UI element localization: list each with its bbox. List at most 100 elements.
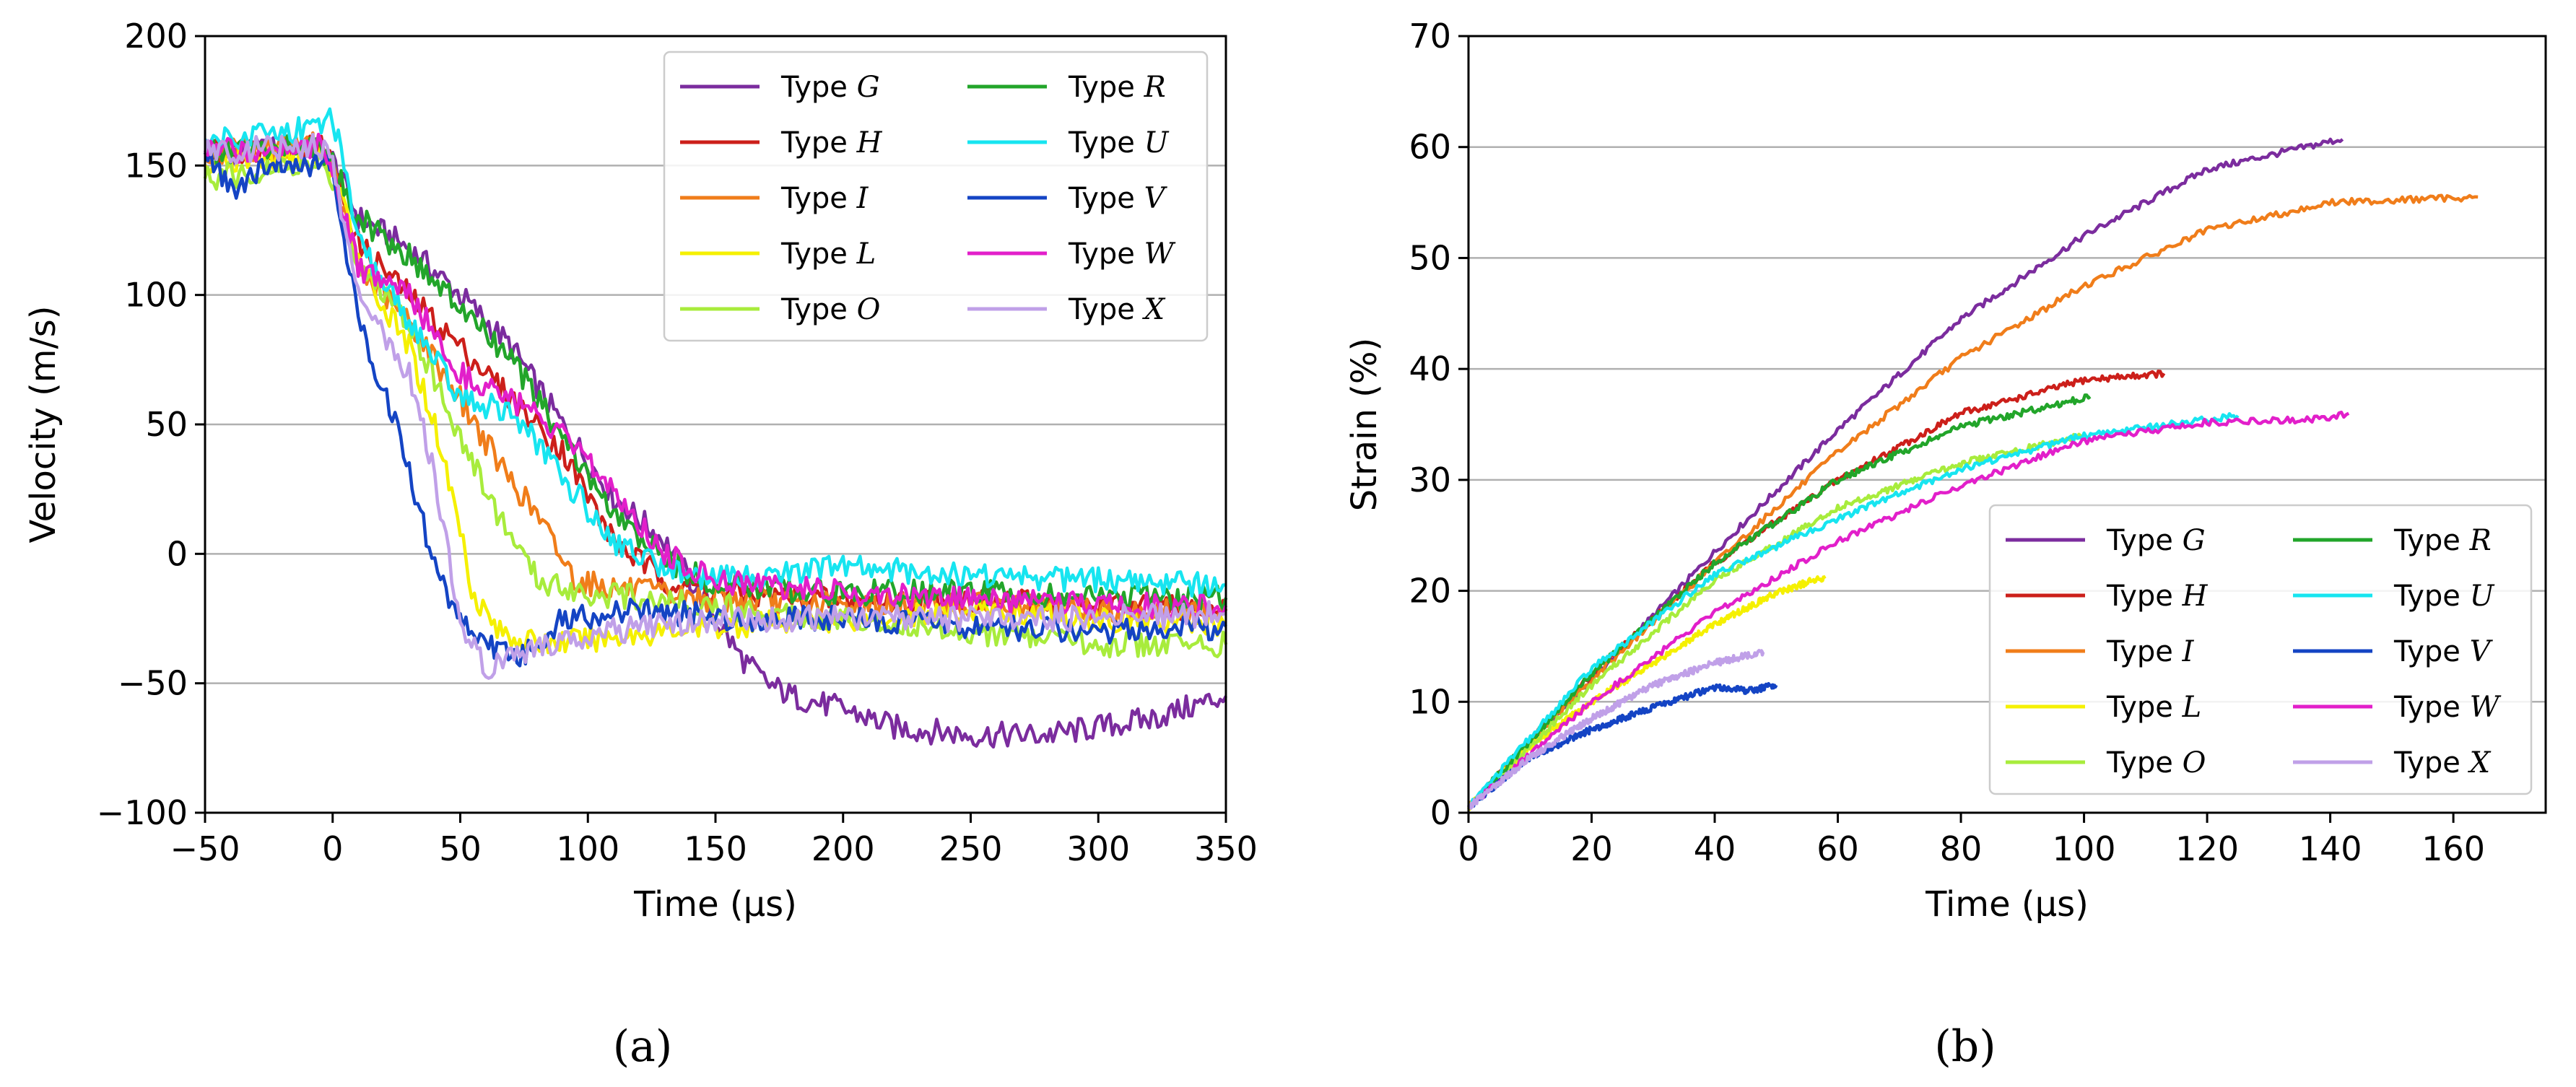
series-line-X: [1466, 649, 1765, 810]
x-tick-label: 100: [2053, 829, 2116, 868]
legend-entry-prefix: Type: [2393, 746, 2470, 780]
x-tick-label: 300: [1066, 829, 1130, 868]
y-tick-label: −100: [97, 793, 188, 832]
plot-frame: [1467, 35, 2547, 814]
legend-entry-R: Type R: [1068, 71, 1166, 104]
legend-entry-letter: R: [1144, 71, 1166, 104]
legend-entry-letter: G: [857, 71, 880, 104]
series-line-R: [1468, 393, 2092, 809]
x-tick-label: 100: [556, 829, 619, 868]
chart-panel-a: −50 0 50 100 150 200 250 300 350−100−50050100150…: [23, 17, 1258, 1072]
legend-entry-prefix: Type: [780, 71, 857, 104]
x-tick-label: 20: [1570, 829, 1613, 868]
x-axis-label: Time (μs): [633, 884, 797, 925]
legend-entry-prefix: Type: [780, 126, 857, 160]
legend-entry-I: Type I: [2106, 635, 2195, 668]
legend-entry-letter: I: [856, 182, 869, 215]
legend-entry-prefix: Type: [1068, 293, 1144, 326]
x-tick-label: 120: [2175, 829, 2239, 868]
x-tick-label: 150: [684, 829, 747, 868]
y-tick-label: 150: [124, 146, 188, 185]
legend-entry-prefix: Type: [2106, 580, 2183, 613]
legend-entry-letter: V: [1144, 182, 1168, 215]
x-axis-label: Time (μs): [1925, 884, 2089, 925]
legend-entry-prefix: Type: [2106, 691, 2183, 724]
series-line-L: [1466, 575, 1827, 811]
legend-entry-O: Type O: [780, 293, 880, 326]
x-tick-label: 160: [2421, 829, 2485, 868]
legend-entry-V: Type V: [1068, 182, 1168, 215]
legend-entry-O: Type O: [2106, 746, 2206, 780]
y-tick-label: 60: [1409, 128, 1451, 167]
y-tick-label: 20: [1409, 572, 1451, 611]
legend-box: [663, 51, 1209, 342]
legend-entry-prefix: Type: [2393, 635, 2470, 668]
legend-entry-prefix: Type: [2393, 691, 2470, 724]
panel-label: (a): [613, 1021, 673, 1072]
legend-entry-prefix: Type: [2106, 746, 2183, 780]
series-line-O: [203, 155, 1228, 659]
y-axis-label: Velocity (m/s): [23, 306, 64, 544]
legend-entry-letter: O: [857, 293, 881, 326]
legend-entry-X: Type X: [2393, 746, 2492, 780]
legend-entry-G: Type G: [2106, 524, 2206, 557]
x-tick-label: 200: [811, 829, 875, 868]
x-tick-label: 0: [1458, 829, 1479, 868]
legend-entry-prefix: Type: [2106, 635, 2183, 668]
x-tick-label: −50: [170, 829, 240, 868]
legend-entry-letter: U: [2470, 580, 2495, 613]
series-line-I: [1466, 193, 2479, 808]
legend-entry-prefix: Type: [2393, 524, 2470, 557]
legend-entry-L: Type L: [2106, 691, 2201, 724]
y-tick-label: −50: [118, 664, 188, 703]
legend-entry-prefix: Type: [780, 293, 857, 326]
x-tick-label: 60: [1816, 829, 1859, 868]
x-tick-label: 250: [939, 829, 1003, 868]
legend-entry-prefix: Type: [1068, 182, 1144, 215]
legend-entry-letter: W: [2470, 691, 2502, 724]
legend-entry-H: Type H: [2106, 580, 2209, 613]
y-tick-label: 50: [145, 405, 188, 444]
x-tick-label: 350: [1194, 829, 1258, 868]
legend-entry-prefix: Type: [1068, 71, 1144, 104]
y-tick-label: 10: [1409, 682, 1451, 721]
legend-entry-prefix: Type: [1068, 126, 1144, 160]
legend-entry-U: Type U: [1068, 126, 1170, 160]
x-tick-label: 40: [1694, 829, 1736, 868]
y-tick-label: 0: [1430, 793, 1451, 832]
y-tick-label: 40: [1409, 349, 1451, 388]
legend-entry-prefix: Type: [1068, 237, 1144, 271]
legend-entry-letter: L: [2182, 691, 2202, 724]
chart-panel-b: 0 20 40 60 80 100 120 140 160 0 10 20 30 40 50 60 70 Time…: [1344, 17, 2547, 1072]
legend-entry-letter: W: [1144, 237, 1176, 271]
legend-entry-G: Type G: [780, 71, 880, 104]
legend-entry-L: Type L: [780, 237, 876, 271]
x-tick-label: 140: [2299, 829, 2362, 868]
legend-entry-I: Type I: [780, 182, 869, 215]
legend-box: [1988, 504, 2533, 795]
panel-label: (b): [1934, 1021, 1996, 1072]
series-line-U: [1468, 411, 2240, 809]
legend-entry-V: Type V: [2393, 635, 2494, 668]
legend-entry-W: Type W: [2393, 691, 2502, 724]
legend-entry-letter: X: [2468, 746, 2492, 780]
legend-entry-letter: H: [856, 126, 883, 160]
legend-entry-U: Type U: [2393, 580, 2495, 613]
legend-entry-prefix: Type: [2106, 524, 2183, 557]
x-tick-label: 50: [439, 829, 482, 868]
legend-entry-H: Type H: [780, 126, 883, 160]
series-line-X: [203, 132, 1227, 680]
x-tick-label: 80: [1940, 829, 1983, 868]
y-tick-label: 70: [1409, 17, 1451, 56]
y-tick-label: 100: [124, 276, 188, 315]
legend-entry-letter: I: [2182, 635, 2195, 668]
legend-entry-prefix: Type: [780, 182, 857, 215]
y-tick-label: 0: [167, 534, 188, 573]
legend-entry-X: Type X: [1068, 293, 1166, 326]
y-tick-label: 200: [124, 17, 188, 56]
legend-entry-letter: V: [2470, 635, 2494, 668]
legend-entry-prefix: Type: [2393, 580, 2470, 613]
